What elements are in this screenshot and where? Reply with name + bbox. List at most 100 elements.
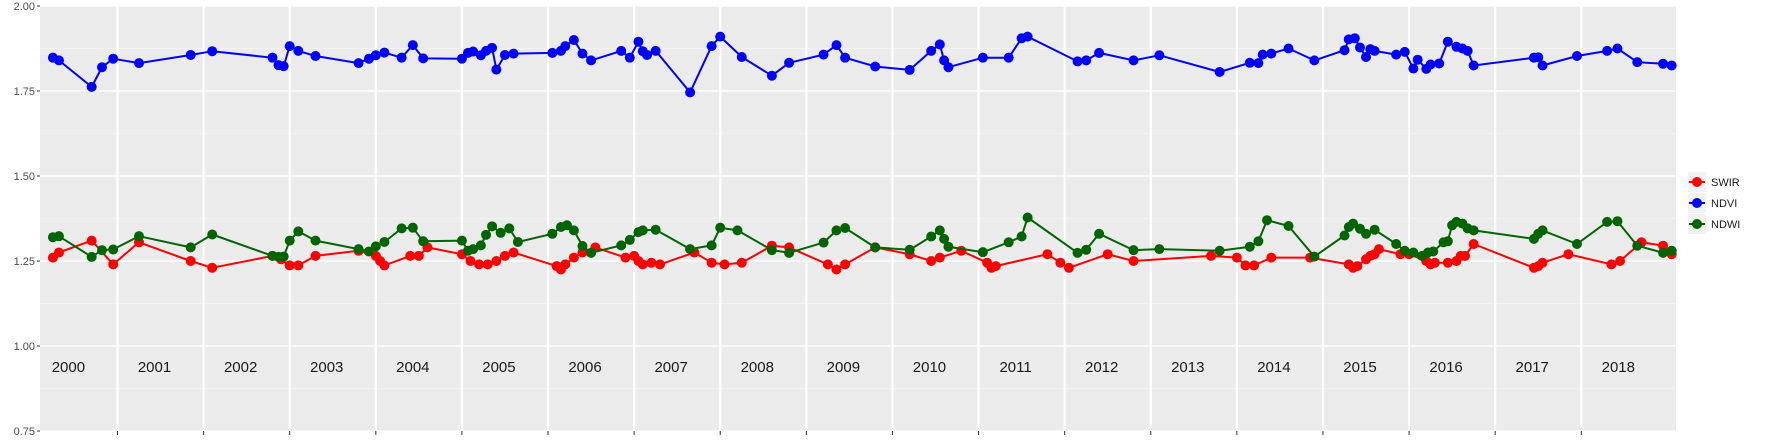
data-point-swir — [1537, 257, 1548, 268]
data-point-ndvi — [784, 57, 795, 68]
data-point-ndwi — [363, 246, 374, 257]
data-point-ndvi — [1666, 60, 1677, 71]
data-point-swir — [284, 260, 295, 271]
data-point-ndwi — [577, 241, 588, 252]
data-point-ndvi — [1462, 45, 1473, 56]
data-point-ndvi — [284, 41, 295, 52]
data-point-swir — [706, 257, 717, 268]
data-point-swir — [108, 259, 119, 270]
data-point-swir — [499, 250, 510, 261]
year-label: 2009 — [827, 359, 860, 376]
data-point-ndwi — [468, 244, 479, 255]
data-point-ndvi — [840, 52, 851, 63]
legend-key-point — [1692, 177, 1702, 187]
year-label: 2008 — [741, 359, 774, 376]
data-point-swir — [207, 262, 218, 273]
data-point-ndwi — [1537, 225, 1548, 236]
data-point-ndwi — [134, 231, 145, 242]
data-point-ndvi — [1349, 33, 1360, 44]
data-point-ndvi — [1003, 52, 1014, 63]
data-point-ndvi — [560, 41, 571, 52]
data-point-ndwi — [977, 247, 988, 258]
data-point-swir — [185, 256, 196, 266]
data-point-ndvi — [134, 58, 145, 69]
data-point-ndvi — [1571, 50, 1582, 61]
data-point-ndwi — [108, 244, 119, 255]
data-point-swir — [1206, 250, 1217, 261]
data-point-ndvi — [1244, 57, 1255, 68]
data-point-swir — [637, 259, 648, 270]
data-point-ndwi — [766, 245, 777, 256]
data-point-ndwi — [1408, 247, 1419, 258]
year-label: 2002 — [224, 359, 257, 376]
data-point-ndwi — [278, 251, 289, 262]
data-point-swir — [1460, 250, 1471, 261]
data-point-swir — [1615, 256, 1626, 266]
data-point-swir — [840, 259, 851, 270]
data-point-swir — [1658, 240, 1669, 251]
data-point-ndvi — [96, 62, 107, 73]
data-point-ndwi — [396, 223, 407, 234]
data-point-ndvi — [185, 49, 196, 60]
data-point-ndwi — [370, 241, 381, 252]
data-point-ndwi — [1348, 218, 1359, 229]
data-point-ndwi — [86, 251, 97, 262]
data-point-ndwi — [732, 225, 743, 236]
data-point-ndwi — [685, 244, 696, 255]
data-point-ndwi — [624, 234, 635, 245]
data-point-swir — [1429, 257, 1440, 268]
series-layer — [47, 31, 1677, 275]
data-point-ndvi — [736, 52, 747, 62]
data-point-ndvi — [1602, 45, 1613, 56]
data-point-ndvi — [108, 53, 119, 64]
data-point-ndvi — [407, 40, 418, 51]
data-point-swir — [1128, 256, 1139, 266]
data-point-swir — [1266, 252, 1277, 263]
data-point-ndwi — [840, 223, 851, 234]
data-point-ndvi — [1128, 55, 1139, 66]
data-point-ndwi — [568, 225, 579, 236]
data-point-ndwi — [407, 222, 418, 233]
data-point-ndvi — [353, 58, 364, 69]
data-point-ndvi — [487, 42, 498, 53]
y-tick-label: 1.25 — [14, 256, 35, 268]
data-point-swir — [53, 247, 64, 258]
data-point-ndvi — [370, 50, 381, 61]
legend-label-ndwi: NDWI — [1711, 219, 1740, 231]
data-point-ndwi — [456, 235, 467, 246]
year-label: 2003 — [310, 359, 343, 376]
data-point-ndwi — [1072, 247, 1083, 258]
data-point-swir — [831, 264, 842, 275]
year-label: 2016 — [1429, 359, 1462, 376]
data-point-ndwi — [1658, 247, 1669, 258]
data-point-ndvi — [1537, 60, 1548, 71]
y-tick-label: 1.75 — [14, 86, 35, 98]
data-point-ndwi — [650, 224, 661, 235]
data-point-ndvi — [293, 45, 304, 56]
data-point-swir — [620, 252, 631, 263]
data-point-ndwi — [1081, 244, 1092, 255]
data-point-ndvi — [1072, 56, 1083, 67]
data-point-ndvi — [642, 49, 653, 60]
year-label: 2001 — [138, 359, 171, 376]
y-tick-label: 1.50 — [14, 171, 35, 183]
data-point-ndwi — [487, 221, 498, 232]
data-point-ndwi — [1253, 236, 1264, 247]
data-point-swir — [491, 256, 502, 266]
data-point-ndwi — [818, 237, 829, 248]
legend: SWIR NDVI NDWI — [1688, 172, 1740, 234]
year-label: 2011 — [999, 359, 1031, 376]
data-point-swir — [508, 247, 519, 258]
data-point-ndvi — [1425, 59, 1436, 70]
data-point-ndvi — [1658, 58, 1669, 69]
data-point-swir — [86, 235, 97, 246]
data-point-ndwi — [637, 225, 648, 236]
year-label: 2007 — [654, 359, 687, 376]
data-point-ndvi — [1369, 45, 1380, 56]
year-dividers — [116, 6, 1583, 431]
year-label: 2014 — [1257, 359, 1290, 376]
data-point-ndvi — [870, 61, 881, 72]
data-point-ndwi — [1571, 239, 1582, 249]
data-point-ndvi — [1612, 43, 1623, 54]
